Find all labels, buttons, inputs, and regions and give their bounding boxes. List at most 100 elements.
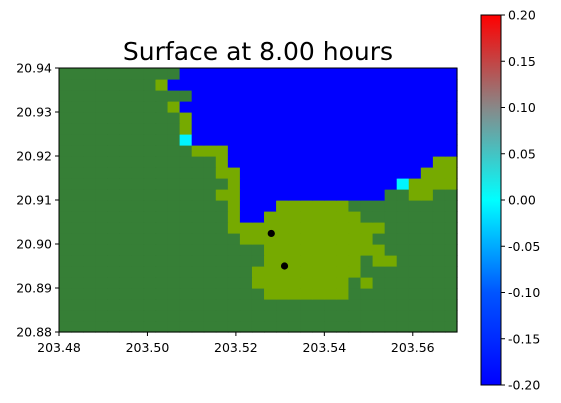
- heatmap-cell: [324, 145, 337, 157]
- heatmap-cell: [119, 211, 132, 223]
- heatmap-cell: [312, 189, 325, 201]
- heatmap-cell: [420, 222, 434, 234]
- heatmap-cell: [215, 156, 229, 168]
- heatmap-cell: [203, 244, 217, 256]
- heatmap-cell: [360, 222, 374, 234]
- heatmap-cell: [276, 156, 289, 168]
- heatmap-cell: [155, 189, 169, 201]
- heatmap-cell: [131, 68, 145, 80]
- heatmap-cell: [348, 189, 362, 201]
- heatmap-cell: [71, 233, 84, 245]
- heatmap-cell: [384, 255, 398, 267]
- heatmap-cell: [95, 233, 108, 245]
- heatmap-cell: [95, 266, 108, 278]
- heatmap-cell: [276, 255, 289, 267]
- heatmap-cell: [203, 277, 217, 289]
- heatmap-cell: [239, 277, 253, 289]
- heatmap-cell: [312, 134, 325, 146]
- heatmap-cell: [167, 255, 181, 267]
- heatmap-cell: [119, 233, 132, 245]
- heatmap-cell: [312, 145, 325, 157]
- heatmap-cell: [276, 222, 289, 234]
- heatmap-cell: [396, 68, 410, 80]
- heatmap-cell: [384, 299, 398, 311]
- heatmap-cell: [191, 310, 205, 322]
- heatmap-cell: [179, 266, 193, 278]
- heatmap-cell: [227, 112, 241, 124]
- heatmap-cell: [143, 310, 157, 322]
- heatmap-cell: [420, 244, 434, 256]
- heatmap-cell: [107, 68, 120, 80]
- heatmap-cell: [167, 79, 181, 91]
- heatmap-cell: [432, 123, 446, 135]
- heatmap-cell: [119, 101, 132, 113]
- heatmap-cell: [143, 68, 157, 80]
- heatmap-cell: [167, 233, 181, 245]
- heatmap-cell: [348, 178, 362, 190]
- heatmap-cell: [95, 222, 108, 234]
- heatmap-cell: [312, 321, 325, 333]
- heatmap-cell: [239, 266, 253, 278]
- heatmap-cell: [167, 266, 181, 278]
- heatmap-cell: [203, 310, 217, 322]
- heatmap-cell: [324, 288, 337, 300]
- heatmap-cell: [167, 178, 181, 190]
- heatmap-cell: [155, 101, 169, 113]
- heatmap-cell: [95, 156, 108, 168]
- heatmap-cell: [227, 123, 241, 135]
- heatmap-cell: [83, 101, 96, 113]
- heatmap-cell: [251, 167, 265, 179]
- heatmap-cell: [348, 288, 362, 300]
- heatmap-cell: [372, 211, 386, 223]
- heatmap-cell: [408, 101, 422, 113]
- heatmap-cell: [324, 167, 337, 179]
- heatmap-cell: [348, 200, 362, 212]
- heatmap-cell: [119, 167, 132, 179]
- heatmap-cell: [83, 200, 96, 212]
- heatmap-cell: [444, 277, 458, 289]
- heatmap-cell: [360, 255, 374, 267]
- heatmap-cell: [324, 222, 337, 234]
- heatmap-cell: [444, 189, 458, 201]
- heatmap-cell: [215, 310, 229, 322]
- heatmap-cell: [251, 321, 265, 333]
- heatmap-cell: [191, 321, 205, 333]
- heatmap-cell: [360, 233, 374, 245]
- heatmap-cell: [312, 178, 325, 190]
- heatmap-cell: [59, 288, 72, 300]
- heatmap-cell: [179, 200, 193, 212]
- heatmap-cell: [239, 299, 253, 311]
- heatmap-cell: [83, 178, 96, 190]
- y-tick-label: 20.94: [16, 61, 52, 76]
- heatmap-cell: [191, 167, 205, 179]
- heatmap-cell: [372, 156, 386, 168]
- heatmap-cell: [179, 156, 193, 168]
- heatmap-cell: [372, 79, 386, 91]
- x-tick-label: 203.54: [302, 340, 346, 355]
- heatmap-cell: [83, 244, 96, 256]
- heatmap-cell: [215, 101, 229, 113]
- chart-title: Surface at 8.00 hours: [123, 37, 393, 66]
- heatmap-cell: [95, 90, 108, 102]
- heatmap-cell: [432, 266, 446, 278]
- heatmap-cell: [384, 90, 398, 102]
- heatmap-cell: [324, 233, 337, 245]
- heatmap-cell: [408, 167, 422, 179]
- heatmap-cell: [444, 123, 458, 135]
- heatmap-cell: [155, 266, 169, 278]
- heatmap-cell: [71, 255, 84, 267]
- heatmap-cell: [203, 167, 217, 179]
- heatmap-cell: [276, 189, 289, 201]
- heatmap-cell: [107, 123, 120, 135]
- heatmap-cell: [396, 321, 410, 333]
- heatmap-cell: [59, 145, 72, 157]
- heatmap-cell: [312, 244, 325, 256]
- heatmap-cell: [360, 266, 374, 278]
- heatmap-cell: [167, 321, 181, 333]
- heatmap-cell: [336, 277, 350, 289]
- heatmap-cell: [239, 178, 253, 190]
- heatmap-cell: [360, 299, 374, 311]
- heatmap-cell: [215, 134, 229, 146]
- heatmap-cell: [432, 310, 446, 322]
- heatmap-cell: [179, 178, 193, 190]
